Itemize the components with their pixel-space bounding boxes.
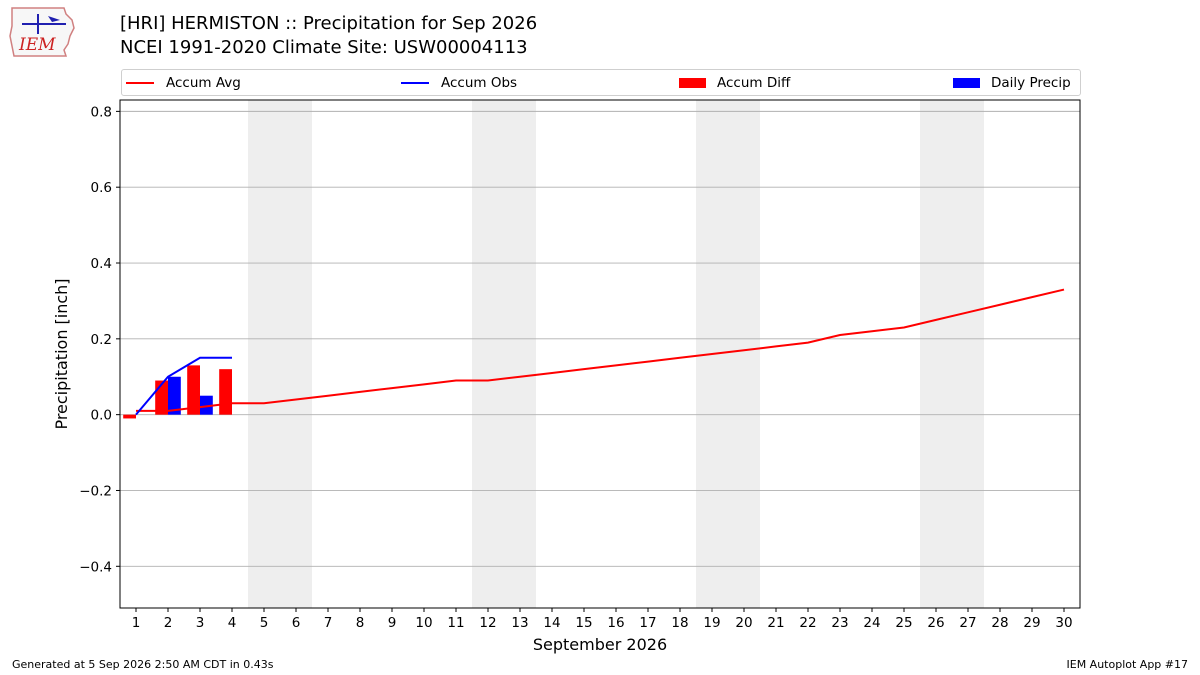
xtick-label-24: 24: [863, 615, 880, 631]
xtick-label-21: 21: [767, 615, 784, 631]
xtick-label-7: 7: [324, 615, 333, 631]
legend-label-accum-diff: Accum Diff: [717, 74, 791, 91]
legend-label-daily-precip: Daily Precip: [991, 74, 1071, 91]
ytick-label-1: −0.2: [79, 483, 112, 499]
xtick-label-1: 1: [132, 615, 141, 631]
bar-daily-precip-day-2: [168, 376, 181, 415]
legend-swatch-accum-obs: [401, 81, 429, 84]
xtick-label-19: 19: [703, 615, 720, 631]
xtick-label-14: 14: [543, 615, 560, 631]
xtick-label-23: 23: [831, 615, 848, 631]
ytick-label-4: 0.4: [91, 256, 112, 272]
plot-frame: [119, 99, 1081, 609]
footer-app: IEM Autoplot App #17: [1066, 658, 1189, 671]
xtick-label-17: 17: [639, 615, 656, 631]
xtick-label-26: 26: [927, 615, 944, 631]
xtick-label-29: 29: [1023, 615, 1040, 631]
xtick-label-11: 11: [447, 615, 464, 631]
weekend-band-2: [472, 100, 536, 608]
ytick-label-6: 0.8: [91, 104, 112, 120]
x-axis-label: September 2026: [533, 635, 667, 654]
ytick-label-0: −0.4: [79, 559, 112, 575]
legend-item-daily-precip: Daily Precip: [953, 70, 1071, 95]
xtick-label-16: 16: [607, 615, 624, 631]
ytick-label-2: 0.0: [91, 408, 112, 424]
xtick-label-2: 2: [164, 615, 173, 631]
legend-label-accum-avg: Accum Avg: [166, 74, 241, 91]
ytick-label-5: 0.6: [91, 180, 112, 196]
weekend-band-4: [920, 100, 984, 608]
legend-label-accum-obs: Accum Obs: [441, 74, 518, 91]
xtick-label-30: 30: [1055, 615, 1072, 631]
y-axis-label: Precipitation [inch]: [52, 278, 71, 429]
bar-accum-diff-day-4: [219, 369, 232, 415]
legend-item-accum-obs: Accum Obs: [401, 70, 517, 95]
weekend-band-1: [248, 100, 312, 608]
xtick-label-9: 9: [388, 615, 397, 631]
bar-accum-diff-day-3: [187, 365, 200, 415]
legend-swatch-accum-avg: [126, 81, 154, 84]
xtick-label-13: 13: [511, 615, 528, 631]
legend-swatch-daily-precip: [953, 77, 980, 88]
legend-swatch-accum-diff: [679, 77, 706, 88]
footer-generated: Generated at 5 Sep 2026 2:50 AM CDT in 0…: [12, 658, 274, 671]
xtick-label-28: 28: [991, 615, 1008, 631]
svg-text:IEM: IEM: [18, 35, 56, 55]
line-accum-obs: [135, 356, 232, 416]
bar-daily-precip-day-3: [200, 395, 213, 415]
xtick-label-4: 4: [228, 615, 237, 631]
line-accum-avg: [136, 288, 1065, 412]
chart-legend: Accum Avg Accum Obs Accum Diff Daily Pre…: [121, 69, 1081, 96]
xtick-label-22: 22: [799, 615, 816, 631]
iem-logo: IEM: [9, 7, 75, 57]
xtick-label-25: 25: [895, 615, 912, 631]
xtick-label-15: 15: [575, 615, 592, 631]
ytick-label-3: 0.2: [91, 332, 112, 348]
xtick-label-6: 6: [292, 615, 301, 631]
chart-title: [HRI] HERMISTON :: Precipitation for Sep…: [120, 13, 538, 34]
bar-accum-diff-day-1: [123, 414, 136, 419]
xtick-label-20: 20: [735, 615, 752, 631]
legend-item-accum-avg: Accum Avg: [126, 70, 241, 95]
xtick-label-8: 8: [356, 615, 365, 631]
legend-item-accum-diff: Accum Diff: [679, 70, 790, 95]
xtick-label-27: 27: [959, 615, 976, 631]
chart-subtitle: NCEI 1991-2020 Climate Site: USW00004113: [120, 37, 528, 58]
xtick-label-3: 3: [196, 615, 205, 631]
xtick-label-18: 18: [671, 615, 688, 631]
xtick-label-12: 12: [479, 615, 496, 631]
xtick-label-10: 10: [415, 615, 432, 631]
xtick-label-5: 5: [260, 615, 269, 631]
